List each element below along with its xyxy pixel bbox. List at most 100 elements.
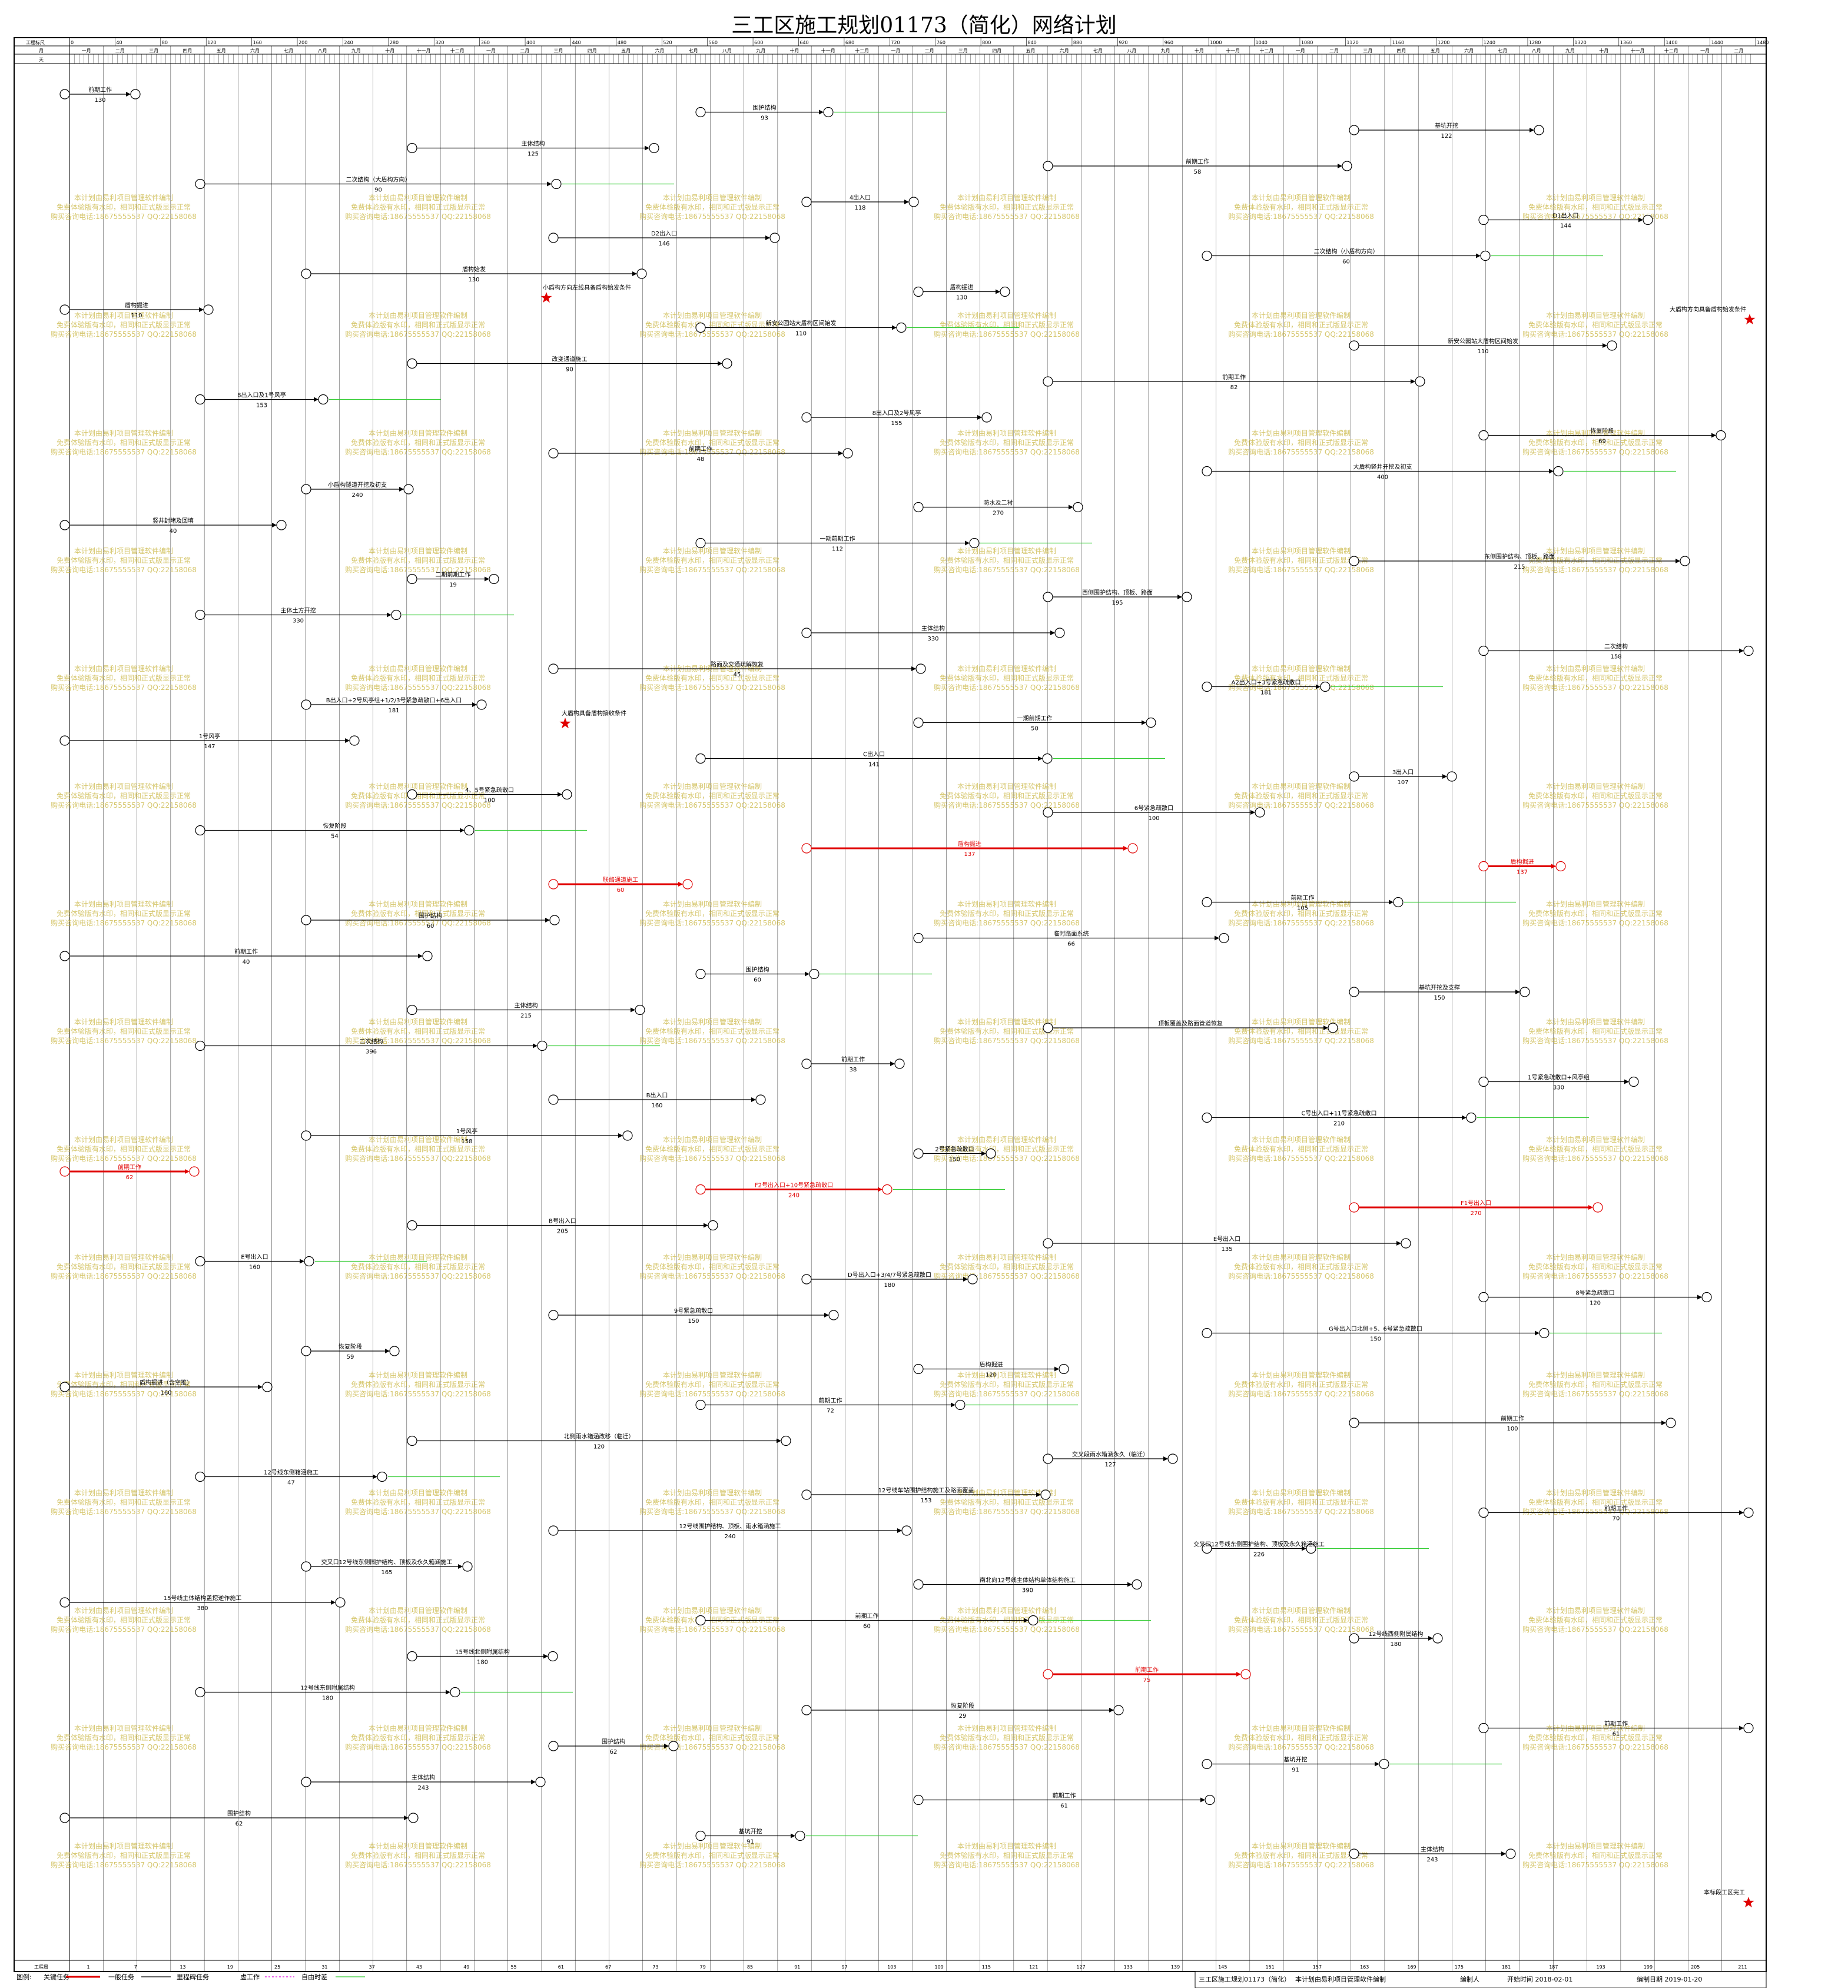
- watermark-line: 免费体验版有水印，相同和正式版显示正常: [940, 1144, 1074, 1153]
- watermark-line: 免费体验版有水印，相同和正式版显示正常: [57, 556, 191, 565]
- arrow-head: [765, 235, 770, 240]
- node-start: [407, 1435, 417, 1446]
- node-start: [1043, 1238, 1053, 1249]
- week-cell: 103: [887, 1964, 896, 1970]
- arrow-head: [1515, 990, 1520, 994]
- arrow-head: [545, 918, 550, 922]
- activity-duration: 195: [1112, 600, 1123, 606]
- legend-critical: 关键任务: [44, 1973, 69, 1981]
- activity-name: 前期工作: [1604, 1720, 1628, 1728]
- week-cell: 25: [274, 1964, 280, 1970]
- scale-tick: 800: [982, 40, 991, 45]
- watermark-line: 免费体验版有水印，相同和正式版显示正常: [57, 791, 191, 800]
- scale-tick: 480: [618, 40, 626, 45]
- watermark-line: 本计划由易利项目管理软件编制: [663, 1017, 762, 1026]
- watermark-line: 免费体验版有水印，相同和正式版显示正常: [351, 1615, 485, 1624]
- arrow-head: [632, 271, 637, 276]
- activity: 12号线东侧附属结构 180: [195, 1684, 573, 1702]
- arrow-head: [531, 1780, 536, 1784]
- activity-name: 二次结构: [1604, 643, 1628, 651]
- arrow-head: [631, 1007, 635, 1013]
- milestone: 大盾构方向具备盾构始发条件: [1670, 306, 1756, 325]
- activity: 前期工作 62: [59, 1163, 200, 1181]
- watermark-line: 购买咨询电话:18675555537 QQ:22158068: [345, 1625, 491, 1634]
- node-end: [828, 1310, 839, 1320]
- node-start: [407, 1220, 417, 1231]
- watermark-line: 本计划由易利项目管理软件编制: [957, 1253, 1056, 1262]
- watermark-line: 免费体验版有水印，相同和正式版显示正常: [1234, 1262, 1368, 1271]
- activity-name: 8出入口及2号风亭: [872, 409, 921, 417]
- week-cell: 181: [1502, 1964, 1511, 1970]
- node-start: [59, 520, 70, 530]
- node-end: [1255, 807, 1265, 818]
- arrow-head: [258, 1385, 263, 1389]
- node-start: [913, 932, 924, 944]
- arrow-head: [963, 1277, 968, 1282]
- watermark-line: 免费体验版有水印，相同和正式版显示正常: [645, 673, 779, 682]
- month-cell: 九月: [1161, 48, 1170, 54]
- node-end: [1743, 1723, 1754, 1734]
- activity-duration: 120: [986, 1372, 997, 1379]
- scale-tick: 1200: [1438, 40, 1449, 45]
- activity-duration: 135: [1221, 1246, 1232, 1253]
- activity-duration: 40: [243, 959, 250, 965]
- watermark-line: 免费体验版有水印，相同和正式版显示正常: [351, 909, 485, 918]
- watermark-line: 本计划由易利项目管理软件编制: [369, 1253, 467, 1262]
- activity-duration: 47: [287, 1480, 295, 1486]
- watermark-line: 本计划由易利项目管理软件编制: [369, 1135, 467, 1144]
- month-cell: 八月: [1532, 48, 1541, 54]
- node-end: [1146, 717, 1156, 728]
- watermark-line: 购买咨询电话:18675555537 QQ:22158068: [639, 565, 785, 574]
- scale-tick: 400: [526, 40, 535, 45]
- node-end: [915, 663, 926, 674]
- activity: 新安公园站大盾构区间始发 110: [1349, 337, 1617, 355]
- activity-name: 主体结构: [921, 625, 945, 632]
- legend-label: 图例:: [16, 1973, 32, 1981]
- node-end: [769, 233, 780, 243]
- footer-block: 三工区施工规划01173（简化） 本计划由易利项目管理软件编制 编制人 开始时间 20…: [1195, 1971, 1767, 1988]
- node-start: [1202, 466, 1212, 477]
- activity-duration: 137: [964, 851, 975, 858]
- node-end: [1379, 1758, 1389, 1770]
- activity-duration: 215: [1514, 564, 1525, 570]
- watermark-line: 免费体验版有水印，相同和正式版显示正常: [57, 1733, 191, 1742]
- watermark-line: 购买咨询电话:18675555537 QQ:22158068: [639, 683, 785, 692]
- watermark-line: 免费体验版有水印，相同和正式版显示正常: [645, 791, 779, 800]
- month-label: 月: [39, 48, 44, 54]
- activity: 交叉口12号线东侧围护结构、顶板及永久箱涵施工 165: [301, 1558, 473, 1576]
- activity-duration: 400: [1377, 474, 1388, 481]
- watermark-line: 本计划由易利项目管理软件编制: [369, 1488, 467, 1497]
- node-end: [1665, 1418, 1676, 1428]
- arrow-head: [951, 1402, 955, 1408]
- scale-tick: 1440: [1711, 40, 1723, 45]
- watermark-line: 免费体验版有水印，相同和正式版显示正常: [1234, 1733, 1368, 1742]
- node-start: [1202, 681, 1212, 692]
- activity-duration: 112: [832, 546, 843, 553]
- node-end: [1553, 466, 1564, 477]
- watermark-line: 购买咨询电话:18675555537 QQ:22158068: [1228, 447, 1374, 456]
- watermark-line: 本计划由易利项目管理软件编制: [74, 1135, 173, 1144]
- watermark-line: 免费体验版有水印，相同和正式版显示正常: [1528, 1144, 1663, 1153]
- watermark-line: 免费体验版有水印，相同和正式版显示正常: [940, 1733, 1074, 1742]
- activity-name: 前期工作: [819, 1397, 842, 1405]
- activity-duration: 243: [417, 1785, 429, 1791]
- watermark-line: 购买咨询电话:18675555537 QQ:22158068: [1228, 918, 1374, 927]
- watermark-line: 本计划由易利项目管理软件编制: [1546, 664, 1645, 673]
- month-cell: 十一月: [1226, 48, 1240, 54]
- watermark-line: 本计划由易利项目管理软件编制: [1546, 1606, 1645, 1615]
- watermark-line: 免费体验版有水印，相同和正式版显示正常: [351, 1851, 485, 1860]
- node-start: [1043, 376, 1053, 387]
- activity: 二次结构 396: [195, 1038, 660, 1056]
- scale-tick: 960: [1164, 40, 1173, 45]
- month-cell: 十月: [385, 48, 394, 54]
- arrow-head: [399, 487, 404, 492]
- month-cell: 三月: [554, 48, 563, 54]
- activity-name: 围护结构: [746, 966, 769, 974]
- activity-name: 4出入口: [850, 194, 871, 201]
- milestone-label: 大盾构方向具备盾构始发条件: [1670, 306, 1746, 313]
- node-end: [781, 1435, 791, 1446]
- activity: F2号出入口+10号紧急疏散口 240: [695, 1181, 1005, 1199]
- watermark-line: 本计划由易利项目管理软件编制: [957, 664, 1056, 673]
- watermark-line: 本计划由易利项目管理软件编制: [1252, 900, 1351, 908]
- node-start: [1043, 161, 1053, 171]
